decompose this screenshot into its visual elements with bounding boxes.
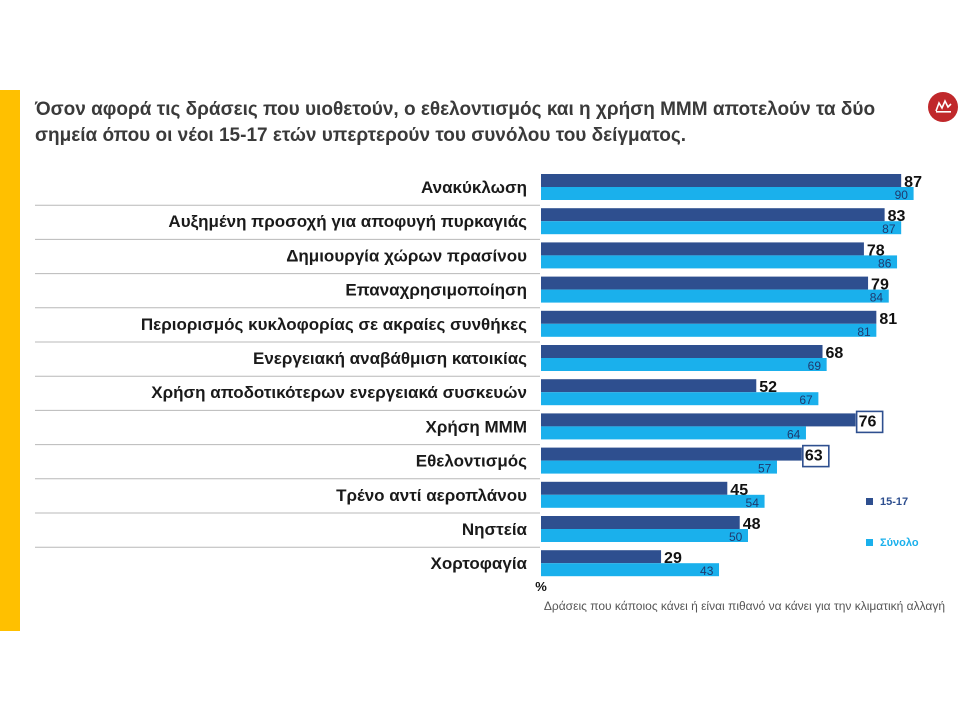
value-label-total: 64 [787,427,801,441]
bar-total [541,529,748,542]
category-label: Χρήση αποδοτικότερων ενεργειακά συσκευών [151,383,527,402]
bar-total [541,289,889,303]
bar-15-17 [541,242,864,256]
legend-label: 15-17 [880,496,908,508]
legend-label: Σύνολο [880,537,919,549]
value-label-15-17: 68 [826,345,844,362]
bar-total [541,494,765,508]
bar-15-17 [541,516,740,529]
value-label-15-17: 81 [879,311,897,328]
bar-total [541,323,877,337]
bar-total [541,187,914,200]
category-label: Χορτοφαγία [430,554,527,573]
category-label: Ανακύκλωση [421,178,527,197]
value-label-15-17: 87 [904,174,922,191]
bar-15-17 [541,174,902,187]
category-label: Ενεργειακή αναβάθμιση κατοικίας [253,349,527,368]
bar-15-17 [541,447,802,461]
category-label: Αυξημένη προσοχή για αποφυγή πυρκαγιάς [168,212,527,231]
value-label-total: 54 [746,496,760,510]
bar-15-17 [541,413,856,427]
highlight-box [855,410,884,434]
unit-label: % [535,579,547,594]
value-label-total: 87 [882,222,896,236]
bar-15-17 [541,345,823,358]
value-label-total: 84 [870,291,884,305]
value-label-15-17: 63 [805,448,823,465]
value-label-total: 69 [808,359,822,373]
category-label: Εθελοντισμός [416,452,527,471]
value-label-15-17: 52 [759,379,777,396]
bar-total [541,358,827,371]
value-label-total: 81 [857,325,871,339]
chart-footnote: Δράσεις που κάποιος κάνει ή είναι πιθανό… [543,599,945,613]
value-label-total: 67 [799,393,813,407]
value-label-total: 90 [895,188,909,202]
value-label-total: 57 [758,462,772,476]
bar-total [541,221,902,235]
legend-swatch [866,498,873,505]
bar-15-17 [541,550,662,564]
accent-side-bar [0,90,20,631]
value-label-15-17: 83 [888,208,906,225]
value-label-15-17: 29 [664,550,682,567]
category-label: Τρένο αντί αεροπλάνου [336,486,527,505]
bar-total [541,460,777,474]
value-label-15-17: 78 [867,242,885,259]
bar-total [541,563,720,577]
bar-total [541,426,806,440]
value-label-15-17: 79 [871,277,889,294]
value-label-total: 50 [729,530,743,544]
category-label: Νηστεία [462,520,528,539]
highlight-box [802,444,830,468]
value-label-15-17: 45 [730,482,748,499]
red-circle-logo-icon [928,92,958,122]
bar-total [541,255,898,269]
bar-15-17 [541,481,728,495]
bar-15-17 [541,208,885,222]
category-label: Χρήση ΜΜΜ [426,417,527,436]
value-label-15-17: 76 [859,413,877,430]
category-label: Περιορισμός κυκλοφορίας σε ακραίες συνθή… [141,315,527,334]
bar-total [541,392,819,406]
value-label-15-17: 48 [743,516,761,533]
value-label-total: 86 [878,256,892,270]
value-label-total: 43 [700,564,714,578]
legend-swatch [866,539,873,546]
bar-15-17 [541,276,869,290]
bar-15-17 [541,310,877,324]
bar-15-17 [541,379,757,393]
category-label: Επαναχρησιμοποίηση [345,281,527,300]
slide-title: Όσον αφορά τις δράσεις που υιοθετούν, ο … [35,99,876,146]
category-label: Δημιουργία χώρων πρασίνου [286,246,527,265]
